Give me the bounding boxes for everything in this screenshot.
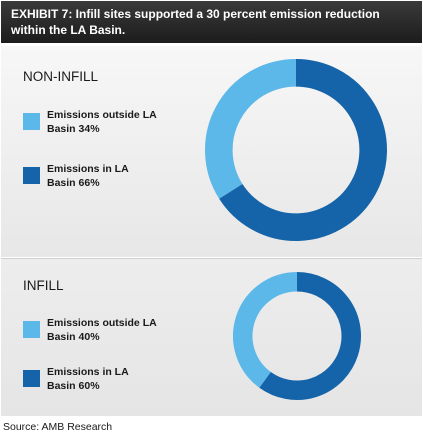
legend-swatch-outside (23, 113, 40, 130)
slice-inside (219, 59, 387, 241)
slice-outside (205, 59, 297, 199)
infill-donut (233, 272, 361, 400)
legend-item-inside: Emissions in LA Basin 60% (23, 365, 157, 393)
non-infill-title: NON-INFILL (23, 69, 99, 84)
legend-label-inside: Emissions in LA Basin 60% (47, 366, 129, 392)
infill-panel: INFILL Emissions outside LA Basin 40% Em… (1, 258, 422, 416)
non-infill-panel: NON-INFILL Emissions outside LA Basin 34… (1, 46, 422, 257)
source-note: Source: AMB Research (3, 421, 113, 433)
legend-item-outside: Emissions outside LA Basin 40% (23, 316, 157, 344)
legend-label-inside: Emissions in LA Basin 66% (47, 163, 129, 189)
legend-label-outside: Emissions outside LA Basin 40% (47, 317, 157, 343)
legend-item-inside: Emissions in LA Basin 66% (23, 162, 157, 190)
legend-swatch-outside (23, 321, 40, 338)
legend-label-outside: Emissions outside LA Basin 34% (47, 109, 157, 135)
legend-swatch-inside (23, 167, 40, 184)
legend-item-outside: Emissions outside LA Basin 34% (23, 108, 157, 136)
non-infill-donut (205, 59, 387, 241)
slice-outside (233, 272, 298, 388)
chart-title: EXHIBIT 7: Infill sites supported a 30 p… (1, 1, 422, 43)
legend-swatch-inside (23, 370, 40, 387)
infill-title: INFILL (23, 278, 64, 293)
slice-inside (259, 272, 361, 400)
